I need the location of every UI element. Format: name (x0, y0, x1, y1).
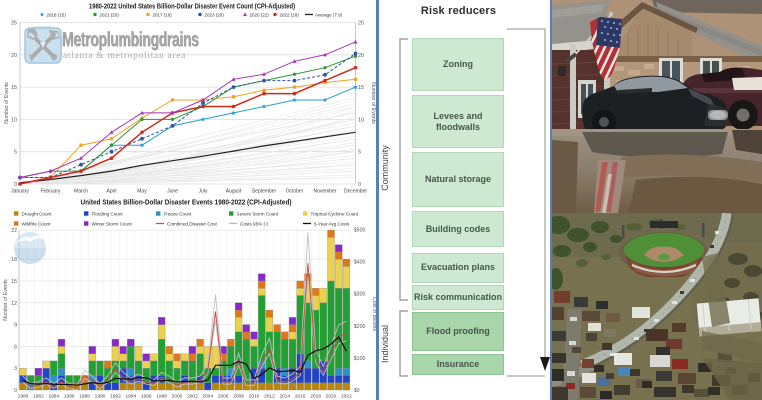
svg-text:Costs 95% CI: Costs 95% CI (240, 221, 268, 226)
svg-text:January: January (11, 189, 29, 195)
svg-text:$500: $500 (354, 228, 366, 234)
svg-text:Tropical Cyclone Count: Tropical Cyclone Count (311, 211, 359, 216)
svg-text:2006: 2006 (218, 394, 229, 400)
svg-text:2022: 2022 (341, 394, 352, 400)
svg-text:July: July (199, 189, 208, 195)
svg-text:April: April (106, 189, 116, 195)
svg-text:1992: 1992 (110, 394, 121, 400)
svg-text:15: 15 (358, 85, 364, 91)
svg-text:2000: 2000 (172, 394, 183, 400)
svg-text:December: December (344, 189, 367, 195)
svg-text:10: 10 (11, 117, 17, 123)
svg-text:August: August (226, 189, 242, 195)
svg-text:2018: 2018 (310, 394, 321, 400)
svg-text:0: 0 (14, 182, 17, 188)
svg-text:2014: 2014 (279, 394, 290, 400)
svg-text:2021 (20): 2021 (20) (100, 12, 120, 17)
svg-text:5-Year Avg Costs: 5-Year Avg Costs (314, 221, 350, 226)
svg-text:1980-2022 United States Billio: 1980-2022 United States Billion-Dollar D… (89, 2, 295, 11)
svg-text:1994: 1994 (125, 394, 136, 400)
svg-text:18: 18 (11, 257, 17, 263)
svg-text:0: 0 (358, 182, 361, 188)
svg-text:1986: 1986 (64, 394, 75, 400)
svg-text:Number of Events: Number of Events (4, 82, 10, 124)
svg-text:Number of Events: Number of Events (370, 82, 376, 124)
svg-text:1984: 1984 (48, 394, 59, 400)
svg-text:2004: 2004 (202, 394, 213, 400)
svg-text:5: 5 (358, 150, 361, 156)
svg-text:October: October (286, 189, 304, 195)
svg-text:1982: 1982 (33, 394, 44, 400)
svg-text:25: 25 (11, 21, 17, 27)
svg-text:United States Billion-Dollar D: United States Billion-Dollar Disaster Ev… (81, 198, 293, 207)
svg-text:$400: $400 (354, 260, 366, 266)
svg-text:Community: Community (380, 145, 390, 191)
svg-text:September: September (252, 189, 277, 195)
svg-text:12: 12 (11, 301, 17, 307)
svg-text:Number of Events: Number of Events (3, 279, 9, 321)
svg-text:20: 20 (11, 53, 17, 59)
svg-text:2008: 2008 (233, 394, 244, 400)
svg-text:1998: 1998 (156, 394, 167, 400)
svg-text:22: 22 (11, 228, 17, 234)
svg-text:9: 9 (14, 323, 17, 329)
svg-text:2017 (16): 2017 (16) (153, 12, 173, 17)
svg-text:2020 (22): 2020 (22) (250, 12, 270, 17)
svg-text:2022 (18): 2022 (18) (280, 12, 300, 17)
svg-text:November: November (313, 189, 336, 195)
svg-text:5: 5 (14, 150, 17, 156)
svg-text:Winter Storm Count: Winter Storm Count (92, 221, 133, 226)
svg-text:2016: 2016 (295, 394, 306, 400)
svg-text:$300: $300 (354, 292, 366, 298)
svg-text:25: 25 (358, 21, 364, 27)
svg-text:2018 (15): 2018 (15) (47, 12, 67, 17)
svg-text:February: February (40, 189, 61, 195)
svg-text:0: 0 (14, 388, 17, 394)
svg-text:2023 (20): 2023 (20) (205, 12, 225, 17)
svg-text:2010: 2010 (249, 394, 260, 400)
svg-text:3: 3 (14, 366, 17, 372)
svg-text:15: 15 (11, 85, 17, 91)
svg-text:$0: $0 (354, 388, 360, 394)
svg-text:1996: 1996 (141, 394, 152, 400)
svg-text:2002: 2002 (187, 394, 198, 400)
svg-text:June: June (167, 189, 178, 195)
svg-text:Wildfire Count: Wildfire Count (22, 221, 52, 226)
svg-text:Severe Storm Count: Severe Storm Count (237, 211, 279, 216)
svg-text:March: March (74, 189, 88, 195)
svg-text:15: 15 (11, 279, 17, 285)
svg-text:6: 6 (14, 344, 17, 350)
svg-text:2012: 2012 (264, 394, 275, 400)
svg-text:1990: 1990 (95, 394, 106, 400)
svg-text:Individual: Individual (380, 325, 390, 363)
svg-text:Freeze Count: Freeze Count (164, 211, 193, 216)
svg-text:Cost in Billions: Cost in Billions (371, 297, 377, 331)
svg-text:Average (7.9): Average (7.9) (315, 12, 343, 17)
svg-text:1980: 1980 (18, 394, 29, 400)
svg-text:Combined Disaster Cost: Combined Disaster Cost (167, 221, 218, 226)
svg-text:$100: $100 (354, 356, 366, 362)
svg-text:2020: 2020 (326, 394, 337, 400)
svg-text:May: May (137, 189, 147, 195)
svg-text:Drought Count: Drought Count (22, 211, 53, 216)
svg-text:$200: $200 (354, 324, 366, 330)
svg-text:1988: 1988 (79, 394, 90, 400)
svg-text:20: 20 (358, 53, 364, 59)
svg-text:10: 10 (358, 117, 364, 123)
svg-text:Flooding Count: Flooding Count (92, 211, 124, 216)
